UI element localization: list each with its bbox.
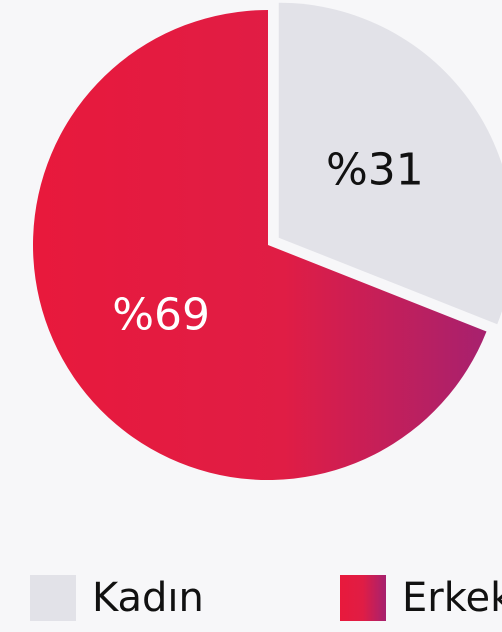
- legend-label: Erkek: [402, 575, 502, 621]
- pie-slice: [32, 10, 487, 480]
- slice-label: %69: [112, 290, 210, 341]
- legend-swatch: [30, 575, 76, 621]
- legend-swatch: [340, 575, 386, 621]
- slice-label: %31: [326, 144, 424, 195]
- legend-label: Kadın: [92, 575, 204, 621]
- pie-slice: [278, 2, 502, 325]
